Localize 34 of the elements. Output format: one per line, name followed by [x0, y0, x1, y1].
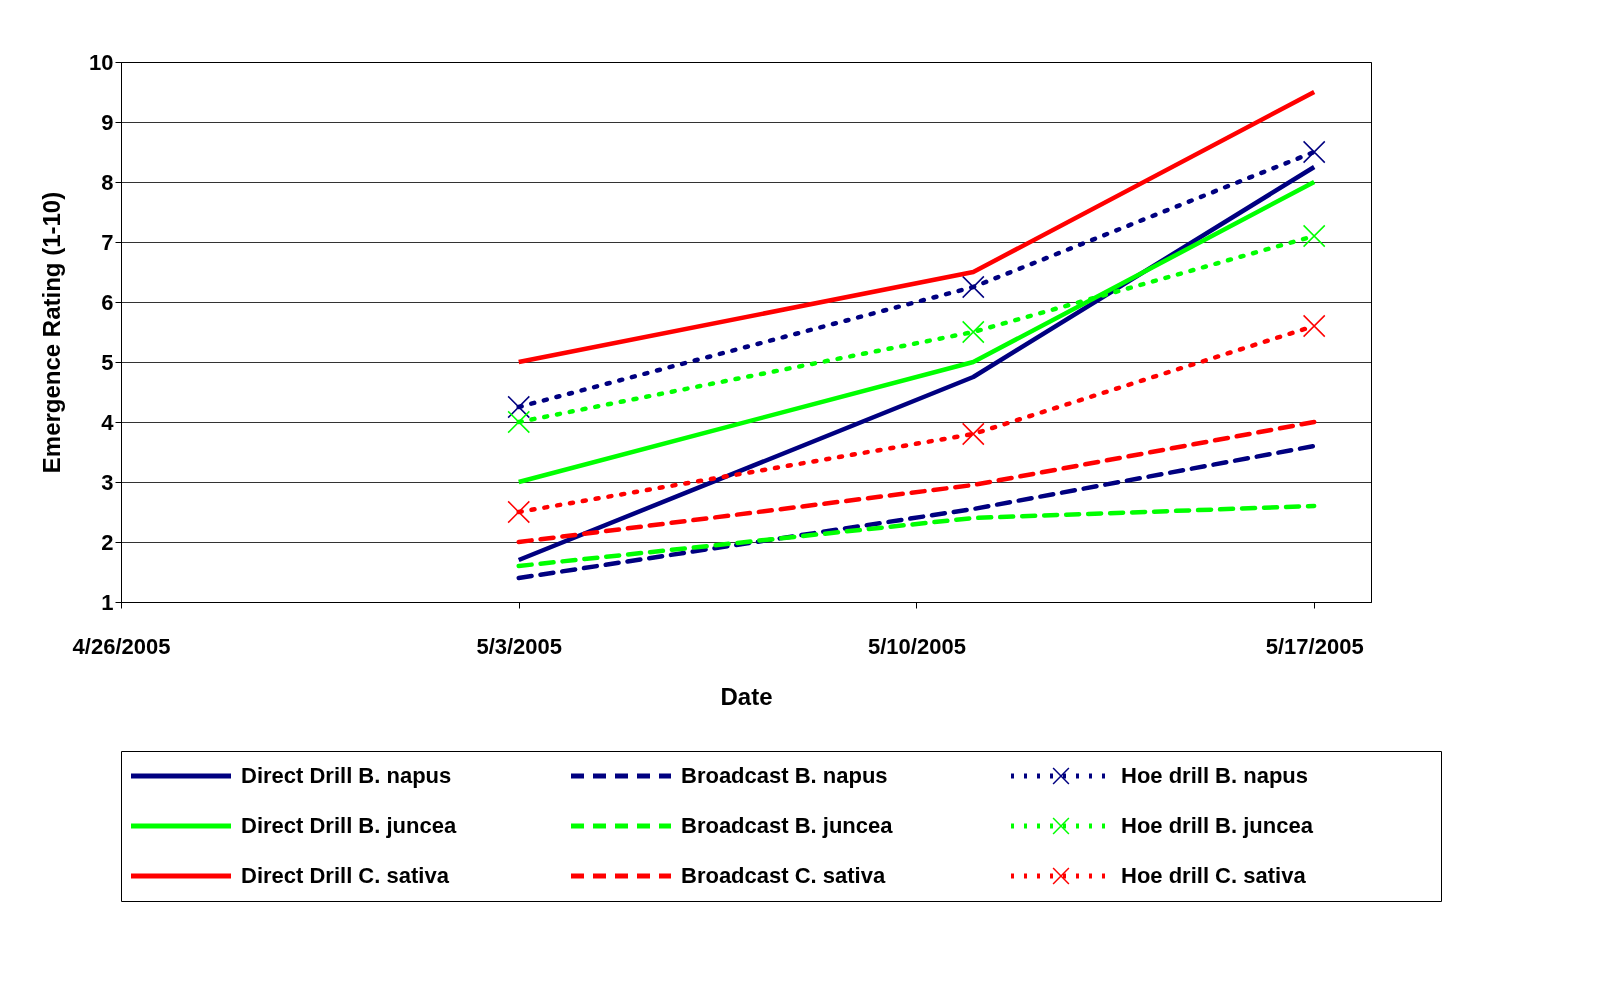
- y-axis-title: Emergence Rating (1-10): [38, 191, 66, 474]
- legend-label: Broadcast B. juncea: [681, 813, 894, 838]
- point: [507, 410, 531, 434]
- point: [961, 320, 985, 344]
- point: [507, 500, 531, 524]
- legend-label: Hoe drill B. napus: [1121, 763, 1309, 788]
- legend-label: Broadcast B. napus: [681, 763, 888, 788]
- legend-label: Direct Drill B. juncea: [241, 813, 457, 838]
- y-tick-label: 10: [89, 49, 114, 75]
- x-tick-label: 5/3/2005: [476, 633, 563, 659]
- point: [1302, 314, 1326, 338]
- x-tick-label: 5/17/2005: [1265, 633, 1364, 659]
- y-tick-label: 6: [101, 289, 114, 315]
- y-tick-label: 9: [101, 109, 114, 135]
- y-tick-label: 1: [101, 589, 114, 615]
- y-tick-label: 5: [101, 349, 114, 375]
- point: [961, 422, 985, 446]
- y-tick-label: 7: [101, 229, 114, 255]
- legend-label: Broadcast C. sativa: [681, 863, 886, 888]
- y-tick-label: 4: [101, 409, 115, 435]
- point: [1302, 224, 1326, 248]
- legend-label: Hoe drill C. sativa: [1121, 863, 1307, 888]
- y-tick-label: 3: [101, 469, 114, 495]
- y-tick-label: 8: [101, 169, 114, 195]
- point: [507, 395, 531, 419]
- point: [1302, 140, 1326, 164]
- legend-label: Direct Drill B. napus: [241, 763, 452, 788]
- x-tick-label: 4/26/2005: [72, 633, 171, 659]
- y-tick-label: 2: [101, 529, 114, 555]
- x-tick-label: 5/10/2005: [868, 633, 966, 659]
- legend-label: Hoe drill B. juncea: [1121, 813, 1314, 838]
- legend-label: Direct Drill C. sativa: [241, 863, 450, 888]
- x-axis-title: Date: [720, 682, 773, 710]
- point: [961, 275, 985, 299]
